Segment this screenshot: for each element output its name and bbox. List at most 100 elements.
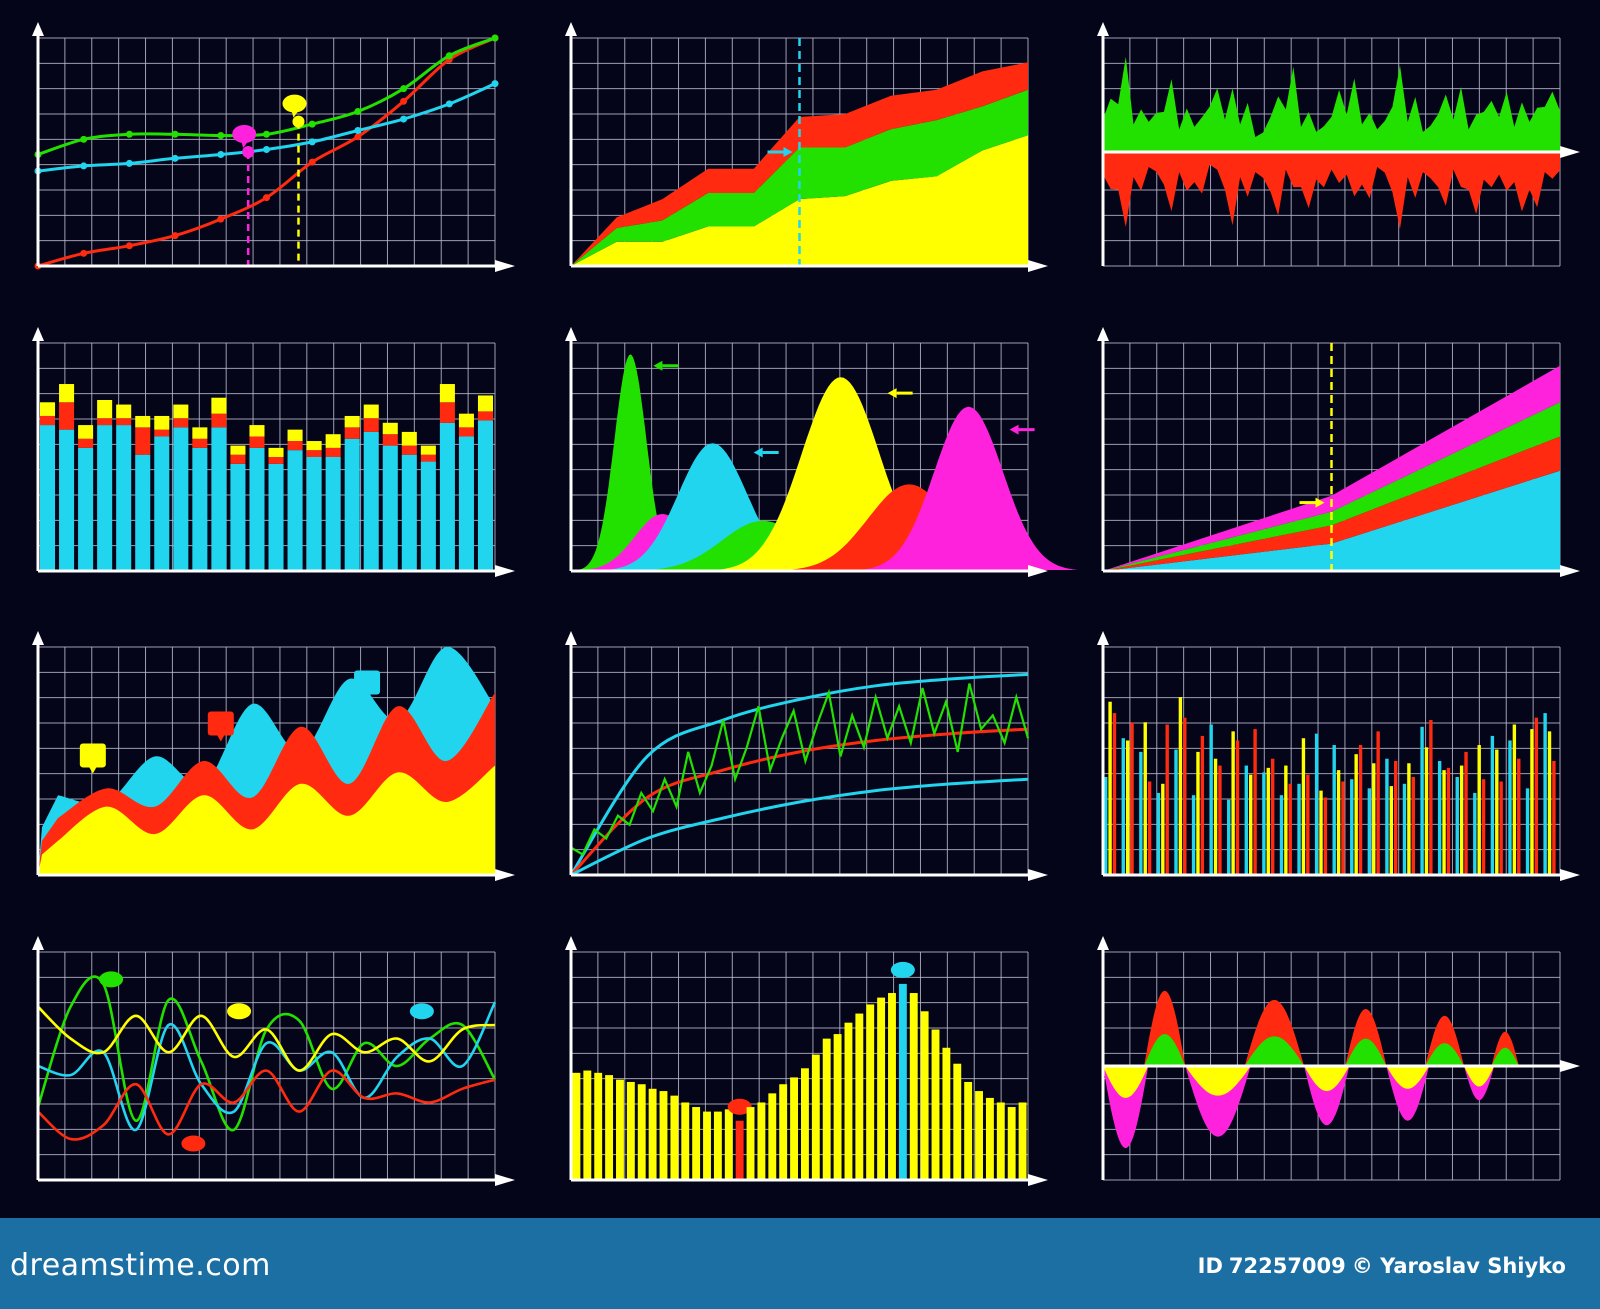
footer-id-value: 72257009	[1228, 1254, 1346, 1278]
bar-yellow	[1512, 724, 1517, 875]
bar-segment-yellow	[420, 445, 436, 455]
bar-yellow	[1477, 745, 1481, 875]
x-axis-arrow	[1560, 1060, 1580, 1072]
callout-green	[99, 971, 124, 988]
bar-cyan	[1139, 751, 1143, 875]
footer-id-label: ID	[1197, 1254, 1223, 1278]
y-axis-arrow	[1097, 22, 1109, 36]
callout-cyan-tail	[363, 693, 372, 701]
data-point	[491, 34, 499, 42]
wave-area-yellow	[38, 765, 495, 875]
bar-cyan	[1508, 740, 1512, 875]
bar-cyan	[1279, 795, 1284, 875]
bar-segment-yellow	[382, 422, 398, 435]
bar-yellow	[1266, 767, 1270, 875]
callout-bubble-tail	[241, 141, 249, 148]
callout-yellow-tail	[88, 766, 97, 774]
y-axis-arrow	[32, 936, 44, 950]
chart-panel-9	[1097, 631, 1580, 881]
lobe-yellow	[1185, 1066, 1251, 1096]
bar-segment-red	[59, 402, 75, 430]
bar-segment-red	[268, 457, 284, 464]
bar	[735, 1120, 744, 1180]
data-point	[400, 115, 408, 123]
bar-segment-red	[78, 438, 94, 448]
bar	[616, 1079, 624, 1180]
bar-cyan	[1350, 779, 1354, 875]
bar-segment-yellow	[439, 384, 455, 403]
chart-panel-6	[1097, 327, 1580, 577]
data-point	[217, 132, 225, 140]
data-point	[171, 232, 179, 240]
bar	[898, 983, 907, 1180]
bar	[844, 1022, 853, 1180]
callout-red-tail	[216, 734, 225, 742]
bar	[659, 1091, 668, 1180]
bar-cyan	[1543, 713, 1547, 875]
y-axis-arrow	[565, 631, 577, 645]
bar-segment-red	[230, 454, 246, 464]
bar-red	[1464, 751, 1468, 875]
bar-cyan	[1332, 745, 1336, 875]
bar	[985, 1097, 994, 1180]
area-red	[1103, 152, 1560, 229]
y-axis-arrow	[565, 327, 577, 341]
series-line-cyan	[37, 82, 496, 173]
bar-segment-cyan	[306, 457, 322, 571]
bar-segment-red	[306, 450, 322, 457]
bar-red	[1306, 774, 1310, 875]
bar	[877, 997, 886, 1180]
x-axis-arrow	[1560, 869, 1580, 881]
bar-yellow	[1530, 729, 1534, 875]
bar	[757, 1102, 766, 1180]
bar-segment-cyan	[154, 436, 170, 571]
bar-segment-yellow	[97, 400, 113, 419]
bar-cyan	[1490, 735, 1495, 875]
bar-yellow	[1284, 765, 1288, 875]
bar-red	[1358, 745, 1363, 875]
bar-segment-yellow	[173, 404, 189, 419]
bar-segment-red	[154, 429, 170, 437]
bar-segment-red	[173, 418, 189, 428]
x-axis-arrow	[1028, 1174, 1048, 1186]
data-point	[171, 154, 179, 162]
bar-red	[1147, 781, 1152, 875]
y-axis-arrow	[1097, 631, 1109, 645]
bar-yellow	[1249, 774, 1253, 875]
bar-segment-red	[97, 418, 113, 426]
bar-yellow	[1495, 749, 1499, 875]
bar-segment-cyan	[363, 431, 379, 571]
bar-segment-cyan	[192, 447, 208, 571]
line-noisy	[570, 683, 1030, 857]
x-axis-arrow	[495, 1174, 515, 1186]
data-point	[354, 107, 362, 115]
data-point	[125, 159, 133, 167]
bar	[648, 1088, 657, 1180]
bar	[822, 1038, 831, 1180]
bar-segment-cyan	[420, 461, 436, 571]
data-point	[308, 120, 316, 128]
data-point	[171, 130, 179, 138]
bar-red	[1411, 776, 1415, 875]
data-point	[217, 215, 225, 223]
bar-segment-cyan	[78, 447, 94, 571]
bar	[790, 1077, 798, 1180]
bar	[866, 1004, 875, 1180]
bar-yellow	[1389, 786, 1394, 875]
bar-red	[1288, 783, 1292, 875]
line-lower	[570, 777, 1029, 877]
bar-yellow	[1125, 740, 1130, 875]
bar-yellow	[1301, 738, 1306, 875]
bar	[583, 1070, 592, 1180]
data-point	[354, 133, 362, 141]
x-axis-arrow	[1560, 146, 1580, 158]
bar-segment-yellow	[59, 384, 75, 403]
bar-yellow	[1372, 763, 1376, 875]
bar	[942, 1047, 951, 1180]
x-axis-arrow	[1028, 565, 1048, 577]
chart-panel-7	[32, 631, 515, 881]
distribution-magenta	[858, 406, 1079, 570]
bar-cyan	[1420, 726, 1424, 875]
bar-segment-yellow	[211, 397, 227, 414]
footer-logo[interactable]: dreamstime.com	[10, 1248, 271, 1283]
